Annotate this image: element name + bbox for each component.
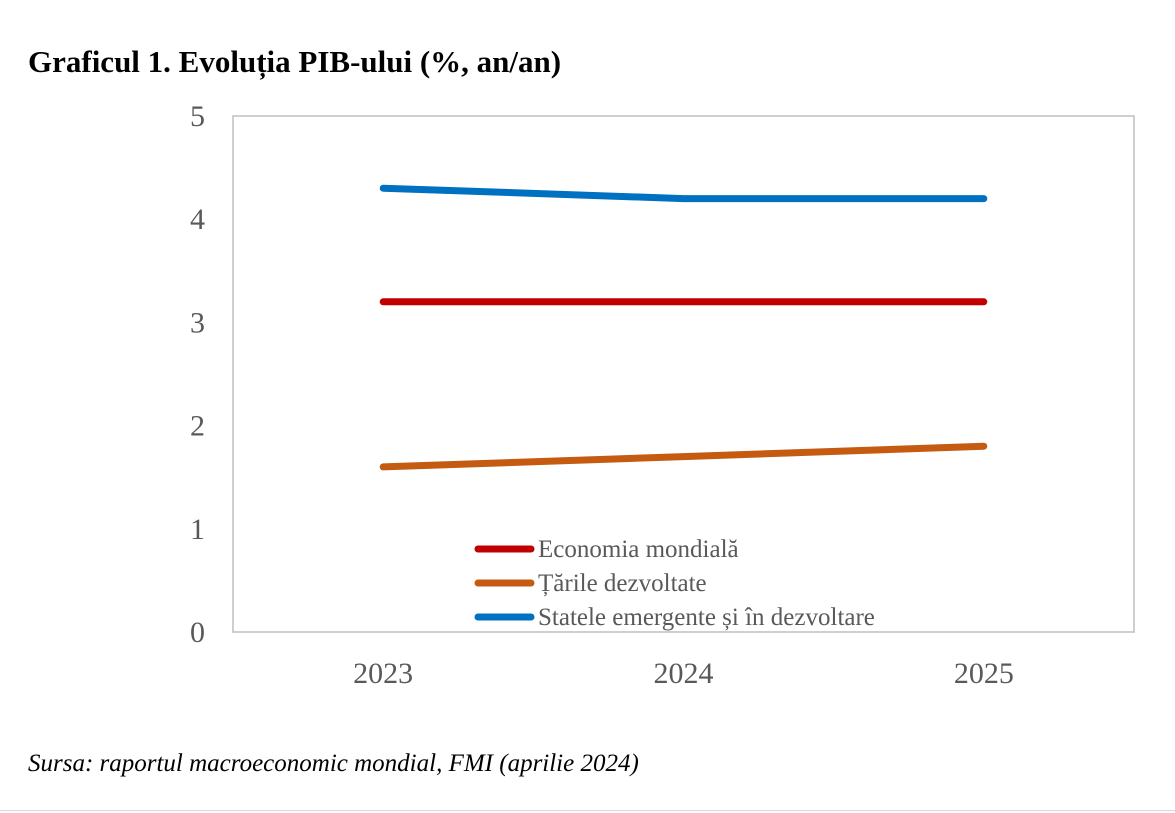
y-tick-label: 2	[190, 410, 205, 443]
series-line	[379, 442, 988, 471]
series-line	[379, 184, 988, 203]
legend-label: Statele emergente și în dezvoltare	[538, 604, 875, 631]
y-tick-label: 3	[190, 306, 205, 339]
divider	[0, 810, 1175, 811]
x-axis-ticks: 2023 2024 2025	[353, 657, 1014, 690]
y-tick-label: 1	[190, 513, 205, 546]
plot-area	[232, 115, 1135, 633]
chart-title: Graficul 1. Evoluția PIB-ului (%, an/an)	[28, 44, 562, 79]
line-chart: 0 1 2 3 4 5 2023 2024 2025 Economia mondială Țăr…	[190, 100, 1135, 690]
y-tick-label: 4	[190, 203, 205, 236]
x-tick-label: 2024	[654, 657, 714, 690]
y-axis-ticks: 0 1 2 3 4 5	[190, 100, 205, 649]
legend-label: Țările dezvoltate	[538, 570, 707, 597]
x-tick-label: 2023	[353, 657, 413, 690]
legend: Economia mondială Țările dezvoltate Statel…	[474, 536, 875, 631]
series-lines	[379, 184, 988, 471]
source-note: Sursa: raportul macroeconomic mondial, F…	[28, 750, 639, 777]
y-tick-label: 0	[190, 616, 205, 649]
y-tick-label: 5	[190, 100, 205, 133]
x-tick-label: 2025	[954, 657, 1014, 690]
legend-label: Economia mondială	[538, 536, 739, 563]
